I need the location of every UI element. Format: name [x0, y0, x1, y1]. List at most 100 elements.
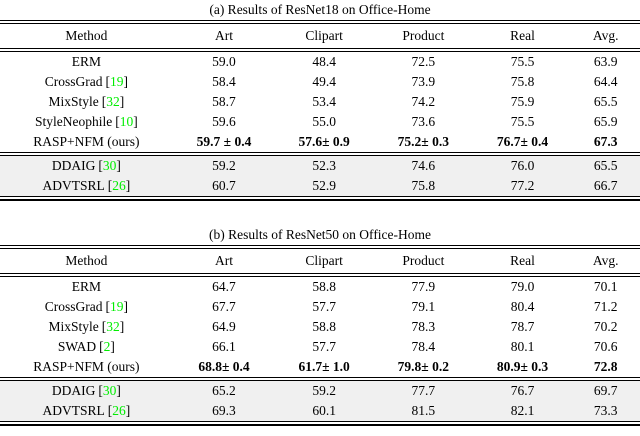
header-row: Method Art Clipart Product Real Avg.: [0, 24, 640, 48]
citation-bracket-close: ]: [119, 94, 125, 109]
value-cell: 75.5: [510, 54, 535, 69]
citation-link[interactable]: 19: [110, 299, 124, 314]
shaded-rows: DDAIG [30] 65.2 59.2 77.7 76.7 69.7 ADVTS…: [0, 381, 640, 421]
value-cell: 64.7: [212, 279, 236, 294]
header-row: Method Art Clipart Product Real Avg.: [0, 249, 640, 273]
method-cell: DDAIG [30]: [0, 383, 173, 399]
method-cell: ERM[]: [0, 54, 173, 70]
value-cell: 75.8: [510, 74, 535, 89]
method-cell: RASP+NFM (ours)[]: [0, 134, 173, 150]
citation-bracket-close: ]: [119, 319, 125, 334]
citation-bracket-open: [: [99, 339, 104, 354]
method-cell: ADVTSRL [26]: [0, 403, 173, 419]
column-header-art: Art: [214, 28, 233, 43]
method-name: DDAIG: [51, 383, 96, 398]
value-cell: 58.7: [212, 94, 236, 109]
value-cell: 57.6± 0.9: [298, 134, 350, 149]
main-rows: ERM[] 59.0 48.4 72.5 75.5 63.9 CrossGrad…: [0, 52, 640, 152]
method-name: MixStyle: [48, 319, 99, 334]
value-cell: 73.9: [411, 74, 436, 89]
value-cell: 67.7: [212, 299, 236, 314]
value-cell: 80.9± 0.3: [496, 359, 549, 374]
method-name: SWAD: [57, 339, 97, 354]
citation-link[interactable]: 26: [112, 403, 126, 418]
citation-bracket-open: [: [105, 74, 111, 89]
table-row: SWAD [2] 66.1 57.7 78.4 80.1 70.6: [0, 337, 640, 357]
value-cell: 59.0: [212, 54, 236, 69]
citation-bracket-close: ]: [116, 383, 121, 398]
value-cell: 65.5: [593, 94, 618, 109]
column-header-product: Product: [402, 28, 445, 43]
citation-link[interactable]: 19: [110, 74, 124, 89]
citation: [30]: [98, 158, 121, 173]
citation-link[interactable]: 32: [106, 94, 120, 109]
citation-bracket-open: [: [105, 299, 111, 314]
citation: [26]: [108, 178, 131, 193]
citation-bracket-open: [: [101, 94, 107, 109]
value-cell: 70.1: [593, 279, 618, 294]
results-table-resnet18: (a) Results of ResNet18 on Office-Home M…: [0, 0, 640, 201]
value-cell: 53.4: [312, 94, 336, 109]
main-rows: ERM[] 64.7 58.8 77.9 79.0 70.1 CrossGrad…: [0, 277, 640, 377]
value-cell: 75.2± 0.3: [397, 134, 449, 149]
method-name: RASP+NFM (ours): [33, 359, 140, 374]
value-cell: 66.1: [212, 339, 236, 354]
citation-bracket-close: ]: [133, 114, 138, 129]
value-cell: 73.6: [411, 114, 436, 129]
table-row: MixStyle [32] 58.7 53.4 74.2 75.9 65.5: [0, 92, 640, 112]
value-cell: 69.7: [593, 383, 618, 398]
method-cell: ADVTSRL [26]: [0, 178, 173, 194]
value-cell: 77.2: [510, 178, 535, 193]
method-cell: RASP+NFM (ours)[]: [0, 359, 173, 375]
value-cell: 80.4: [510, 299, 535, 314]
citation-link[interactable]: 26: [112, 178, 126, 193]
method-name: StyleNeophile: [35, 114, 113, 129]
table-row: ADVTSRL [26] 60.7 52.9 75.8 77.2 66.7: [0, 176, 640, 196]
value-cell: 57.7: [312, 299, 336, 314]
citation-link[interactable]: 10: [119, 114, 134, 129]
value-cell: 74.6: [411, 158, 436, 173]
citation-link[interactable]: 32: [106, 319, 120, 334]
method-name: ERM: [71, 279, 102, 294]
value-cell: 72.8: [593, 359, 618, 374]
citation-bracket-close: ]: [123, 299, 129, 314]
column-header-avg: Avg.: [592, 253, 619, 268]
value-cell: 75.9: [510, 94, 535, 109]
value-cell: 68.8± 0.4: [198, 359, 250, 374]
value-cell: 76.0: [510, 158, 535, 173]
method-name: ADVTSRL: [42, 403, 105, 418]
citation-link[interactable]: 30: [102, 158, 117, 173]
column-header-method: Method: [65, 253, 108, 268]
value-cell: 60.7: [212, 178, 236, 193]
double-rule: [0, 152, 640, 156]
citation-link[interactable]: 2: [103, 339, 111, 354]
citation: [19]: [106, 299, 129, 314]
value-cell: 78.7: [510, 319, 535, 334]
citation: [10]: [115, 114, 138, 129]
column-header-real: Real: [510, 28, 535, 43]
value-cell: 74.2: [411, 94, 436, 109]
value-cell: 66.7: [593, 178, 618, 193]
citation-link[interactable]: 30: [102, 383, 117, 398]
citation-bracket-open: [: [98, 158, 103, 173]
double-rule: [0, 377, 640, 381]
value-cell: 58.4: [212, 74, 236, 89]
citation-bracket-open: [: [98, 383, 103, 398]
value-cell: 64.9: [212, 319, 236, 334]
method-cell: CrossGrad [19]: [0, 299, 173, 315]
value-cell: 78.3: [411, 319, 436, 334]
value-cell: 76.7± 0.4: [496, 134, 549, 149]
citation: [32]: [102, 94, 125, 109]
citation-bracket-close: ]: [116, 158, 121, 173]
method-cell: SWAD [2]: [0, 339, 173, 355]
value-cell: 59.2: [212, 158, 236, 173]
citation: [2]: [99, 339, 115, 354]
citation-bracket-close: ]: [110, 339, 115, 354]
value-cell: 48.4: [312, 54, 336, 69]
citation-bracket-open: [: [115, 114, 120, 129]
method-cell: DDAIG [30]: [0, 158, 173, 174]
method-cell: MixStyle [32]: [0, 319, 173, 335]
method-cell: CrossGrad [19]: [0, 74, 173, 90]
value-cell: 77.7: [411, 383, 436, 398]
citation-bracket-close: ]: [123, 74, 129, 89]
